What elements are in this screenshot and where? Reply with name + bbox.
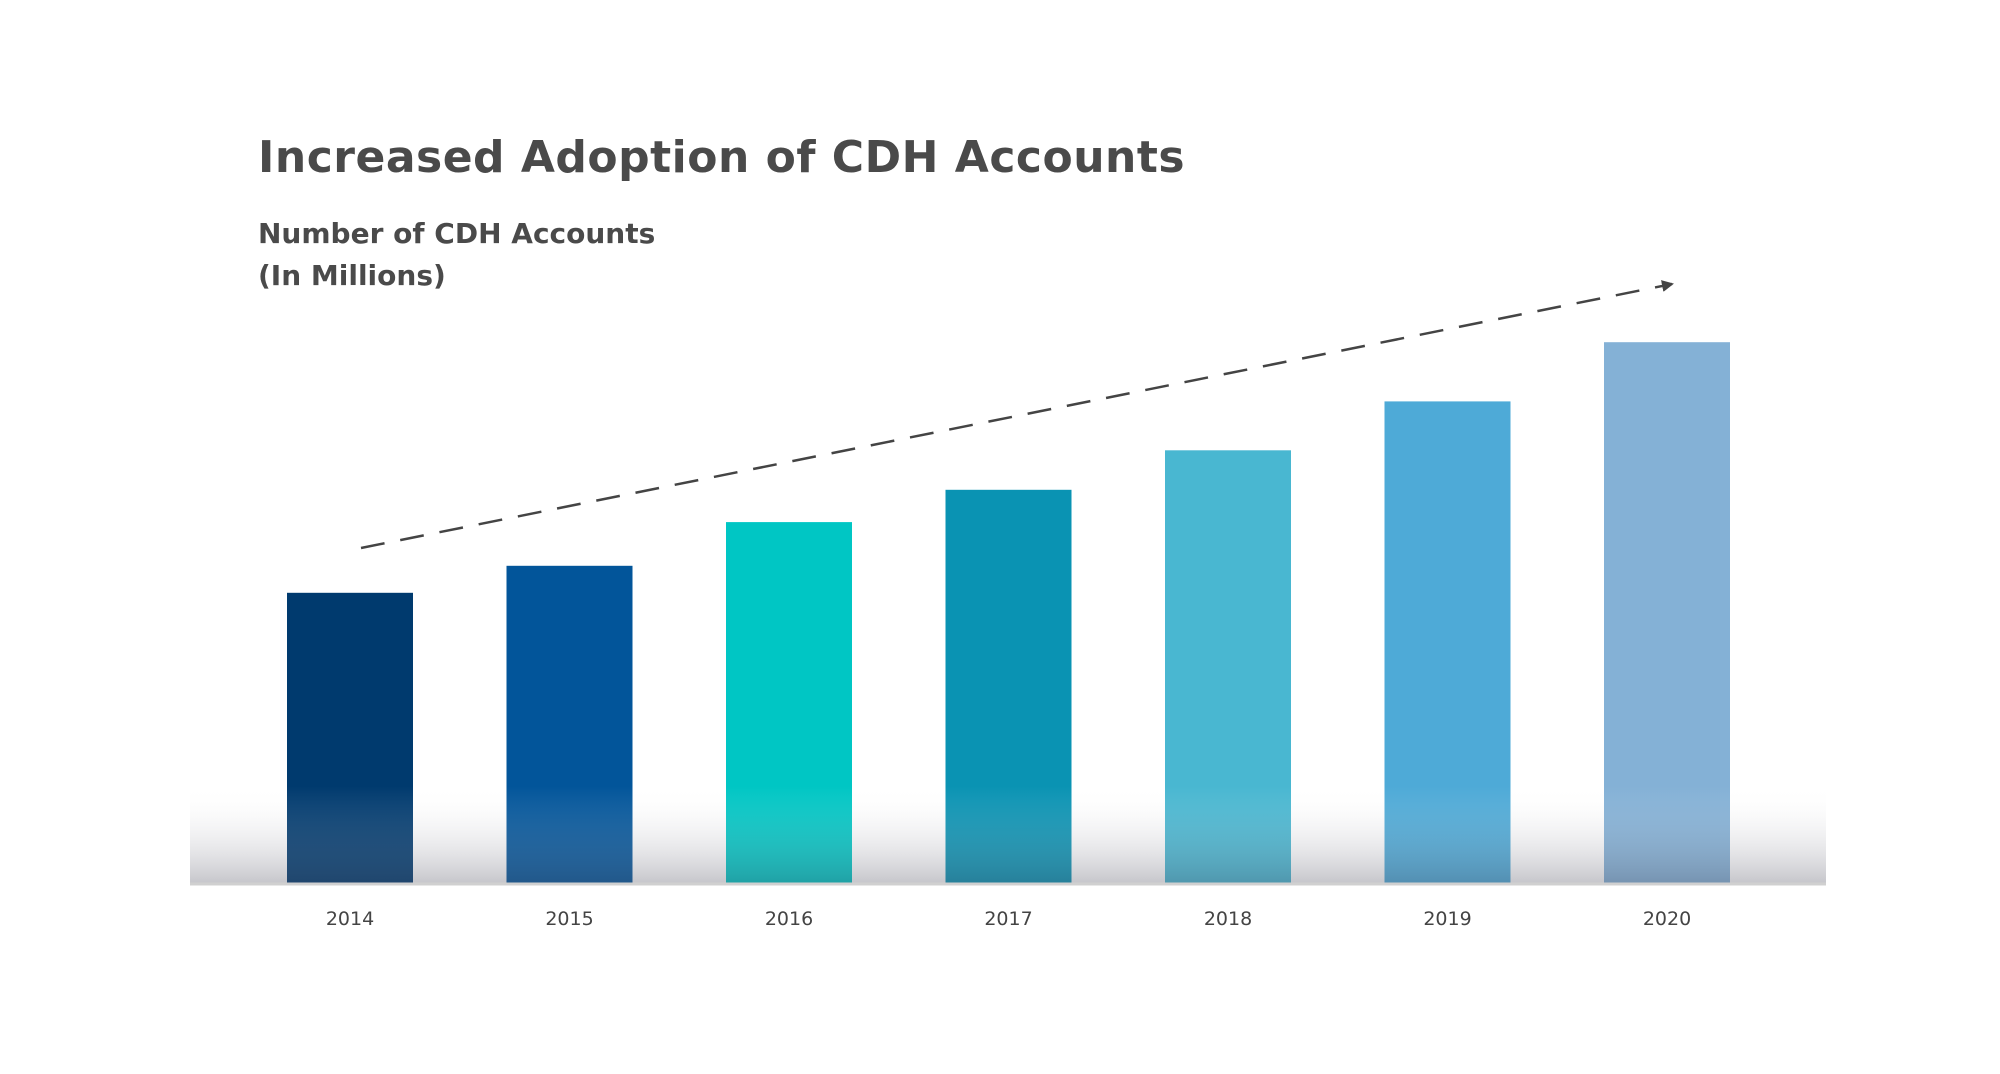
x-tick-label-2014: 2014 xyxy=(326,908,374,930)
chart-subtitle: Number of CDH Accounts (In Millions) xyxy=(258,213,655,297)
x-tick-label-2016: 2016 xyxy=(765,908,813,930)
subtitle-line-2: (In Millions) xyxy=(258,259,446,292)
x-tick-label-2017: 2017 xyxy=(984,908,1032,930)
x-tick-labels: 2014 2015 2016 2017 2018 2019 2020 xyxy=(326,908,1691,930)
x-tick-label-2020: 2020 xyxy=(1643,908,1691,930)
x-tick-label-2015: 2015 xyxy=(545,908,593,930)
floor-shadow xyxy=(190,786,1826,884)
x-tick-label-2018: 2018 xyxy=(1204,908,1252,930)
x-tick-label-2019: 2019 xyxy=(1423,908,1471,930)
chart-title: Increased Adoption of CDH Accounts xyxy=(258,132,1186,183)
trend-arrow xyxy=(360,280,1674,550)
subtitle-line-1: Number of CDH Accounts xyxy=(258,217,656,250)
